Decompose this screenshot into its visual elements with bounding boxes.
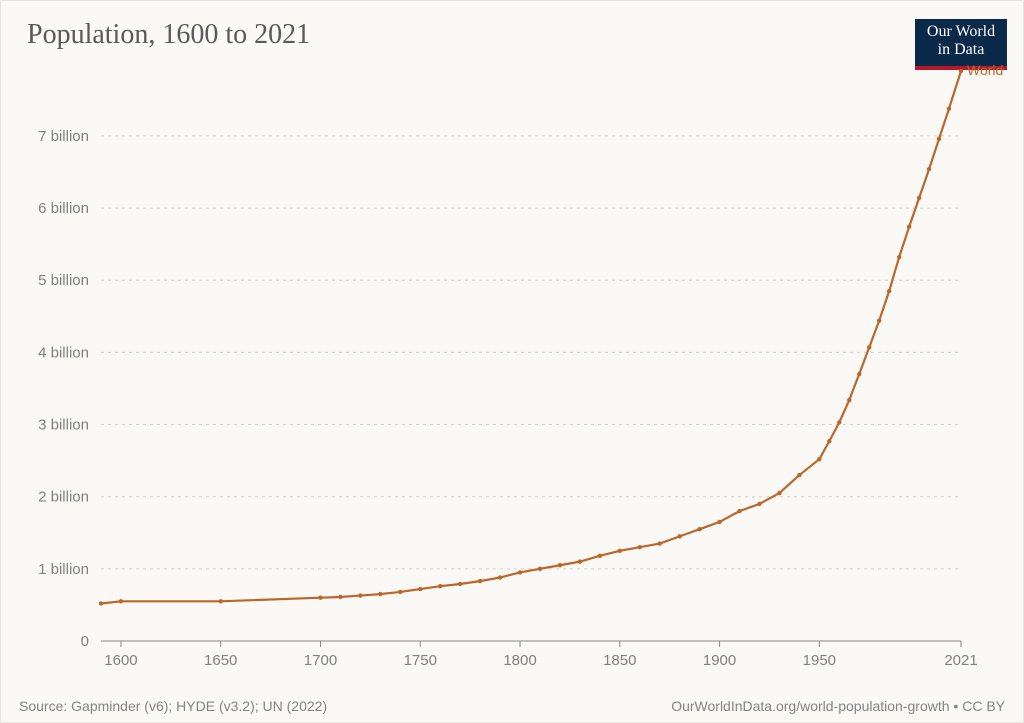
data-point xyxy=(797,473,801,477)
data-point xyxy=(219,599,223,603)
data-point xyxy=(418,587,422,591)
data-point xyxy=(937,137,941,141)
svg-text:2021: 2021 xyxy=(944,652,977,669)
data-point xyxy=(638,545,642,549)
data-point xyxy=(318,596,322,600)
data-point xyxy=(598,554,602,558)
svg-text:0: 0 xyxy=(81,633,89,650)
data-point xyxy=(378,592,382,596)
data-point xyxy=(658,541,662,545)
svg-text:5 billion: 5 billion xyxy=(38,272,89,289)
x-axis-ticks: 1600 1650 1700 1750 1800 1850 1900 1950 2021 xyxy=(104,641,977,669)
chart-footer: Source: Gapminder (v6); HYDE (v3.2); UN … xyxy=(19,698,1005,714)
data-point xyxy=(578,559,582,563)
data-point xyxy=(478,579,482,583)
data-point xyxy=(777,491,781,495)
svg-text:1850: 1850 xyxy=(603,652,636,669)
data-point xyxy=(817,457,821,461)
svg-text:1700: 1700 xyxy=(304,652,337,669)
data-point xyxy=(867,345,871,349)
data-point xyxy=(837,420,841,424)
data-point xyxy=(717,520,721,524)
data-point xyxy=(847,398,851,402)
data-point xyxy=(827,439,831,443)
svg-text:1600: 1600 xyxy=(104,652,137,669)
gridlines xyxy=(101,136,961,569)
data-point xyxy=(917,196,921,200)
svg-text:4 billion: 4 billion xyxy=(38,344,89,361)
data-point xyxy=(887,289,891,293)
data-point xyxy=(99,601,103,605)
data-point xyxy=(538,567,542,571)
svg-text:1950: 1950 xyxy=(803,652,836,669)
data-point xyxy=(358,593,362,597)
data-point xyxy=(959,69,963,73)
data-point xyxy=(338,595,342,599)
series-label-world: World xyxy=(967,62,1003,78)
data-point xyxy=(558,563,562,567)
data-point xyxy=(757,502,761,506)
svg-text:1750: 1750 xyxy=(404,652,437,669)
data-point xyxy=(618,549,622,553)
data-point xyxy=(927,167,931,171)
svg-text:2 billion: 2 billion xyxy=(38,489,89,506)
data-point xyxy=(677,534,681,538)
data-point xyxy=(737,509,741,513)
plot-svg: 0 1 billion 2 billion 3 billion 4 billion 5 b… xyxy=(1,1,1024,723)
data-point xyxy=(907,225,911,229)
svg-text:1900: 1900 xyxy=(703,652,736,669)
data-point xyxy=(857,372,861,376)
svg-text:1800: 1800 xyxy=(503,652,536,669)
data-point xyxy=(398,590,402,594)
data-point xyxy=(438,584,442,588)
svg-text:3 billion: 3 billion xyxy=(38,417,89,434)
series-group: World xyxy=(99,62,1004,606)
data-point xyxy=(119,599,123,603)
data-point xyxy=(518,570,522,574)
chart-container: Population, 1600 to 2021 Our World in Da… xyxy=(0,0,1024,723)
data-point xyxy=(697,527,701,531)
svg-text:6 billion: 6 billion xyxy=(38,200,89,217)
data-point xyxy=(877,318,881,322)
data-point xyxy=(897,255,901,259)
credit-text: OurWorldInData.org/world-population-grow… xyxy=(671,698,1005,714)
data-point xyxy=(458,582,462,586)
data-point xyxy=(498,575,502,579)
data-point xyxy=(947,106,951,110)
svg-text:1 billion: 1 billion xyxy=(38,561,89,578)
y-axis-ticks: 0 1 billion 2 billion 3 billion 4 billion 5 b… xyxy=(38,128,89,650)
svg-text:7 billion: 7 billion xyxy=(38,128,89,145)
source-text: Source: Gapminder (v6); HYDE (v3.2); UN … xyxy=(19,698,327,714)
svg-text:1650: 1650 xyxy=(204,652,237,669)
